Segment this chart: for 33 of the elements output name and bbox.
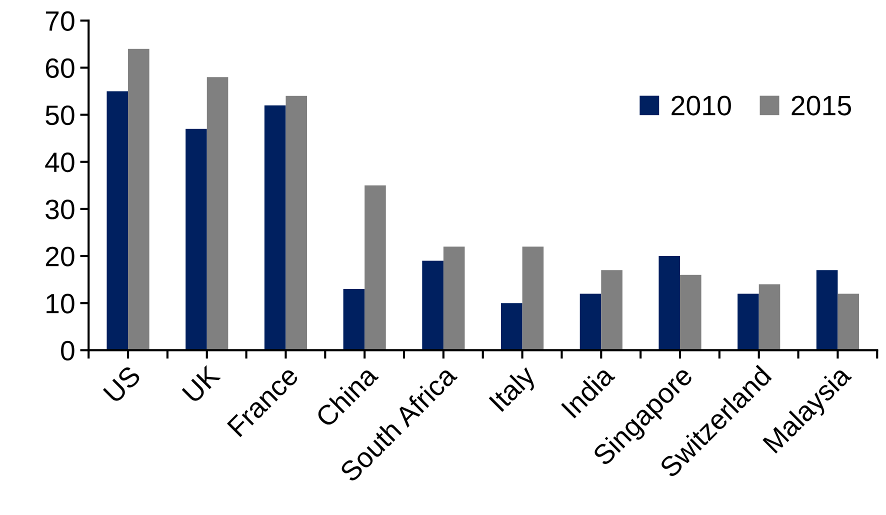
bar — [580, 294, 602, 350]
bar — [601, 270, 622, 350]
bar — [501, 303, 522, 350]
bar — [443, 246, 465, 350]
y-tick-label: 10 — [46, 294, 74, 314]
legend-label: 2010 — [672, 96, 731, 116]
bar — [186, 128, 207, 350]
legend-label: 2015 — [792, 96, 851, 116]
bar — [838, 294, 860, 350]
x-tick-label: US — [102, 364, 142, 404]
bar — [680, 274, 702, 350]
bar — [738, 294, 759, 350]
x-tick-label: UK — [182, 364, 222, 404]
y-tick-label: 30 — [46, 200, 74, 220]
bar — [758, 284, 780, 350]
y-tick-label: 60 — [46, 58, 74, 78]
bar — [106, 91, 128, 350]
bar — [206, 77, 228, 350]
bar — [364, 185, 386, 350]
x-tick-label: Italy — [488, 363, 541, 416]
bar — [286, 96, 308, 350]
y-tick-label: 20 — [46, 246, 74, 266]
bar — [128, 48, 150, 350]
bar — [816, 270, 838, 350]
bar — [522, 246, 544, 350]
y-tick-label: 50 — [46, 105, 74, 126]
y-tick-label: 0 — [61, 340, 74, 361]
bar — [343, 288, 365, 350]
bar — [422, 260, 444, 350]
bar — [264, 105, 286, 350]
y-tick-label: 70 — [46, 11, 74, 31]
y-tick-label: 40 — [45, 152, 74, 172]
bar — [658, 256, 680, 350]
